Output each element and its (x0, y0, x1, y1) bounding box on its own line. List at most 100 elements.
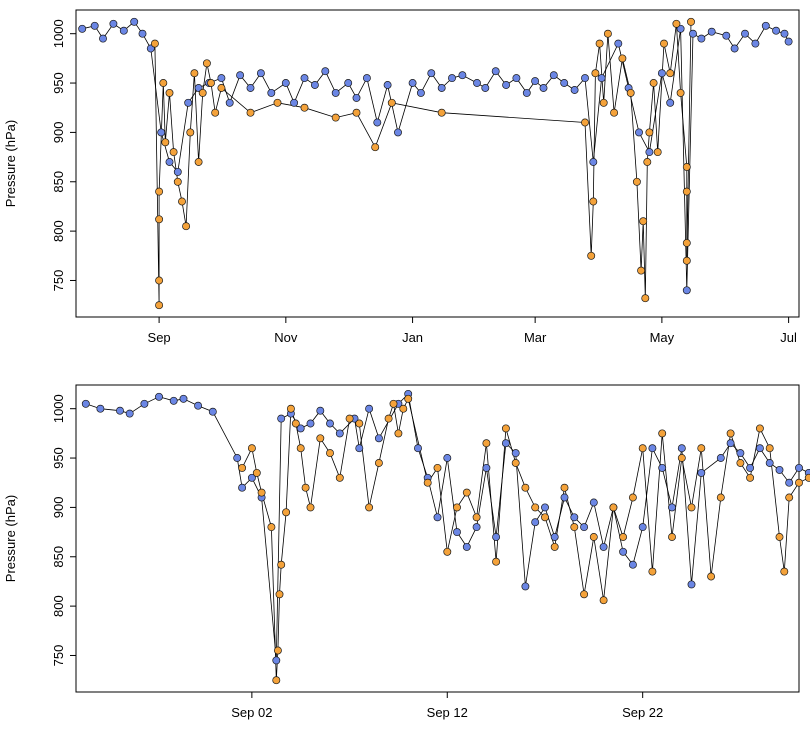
data-point (437, 84, 446, 92)
data-point (677, 444, 686, 453)
data-point (273, 98, 282, 107)
data-point (182, 222, 191, 231)
data-point (155, 187, 164, 196)
data-point (272, 676, 281, 685)
data-point (408, 79, 417, 87)
data-point (599, 98, 608, 107)
data-point (635, 128, 643, 137)
data-point (116, 406, 124, 415)
data-point (682, 187, 691, 196)
data-point (448, 74, 456, 83)
data-point (599, 542, 608, 551)
data-point (697, 468, 706, 477)
data-point (668, 533, 676, 541)
data-point (453, 503, 461, 512)
data-point (637, 266, 646, 275)
data-point (238, 483, 247, 492)
data-point (666, 69, 675, 78)
data-point (795, 463, 803, 472)
data-point (610, 108, 619, 117)
data-point (159, 79, 168, 87)
data-point (603, 29, 612, 38)
data-point (541, 513, 549, 522)
data-point (570, 86, 579, 94)
x-tick-label: Jul (780, 330, 797, 345)
data-point (597, 74, 606, 83)
data-point (746, 463, 755, 472)
data-point (677, 454, 686, 462)
data-point (252, 468, 261, 477)
data-point (626, 88, 635, 97)
data-point (125, 409, 134, 418)
data-point (657, 69, 666, 78)
x-tick-label: Mar (524, 330, 547, 345)
data-point (81, 399, 90, 408)
data-point (591, 69, 600, 78)
data-point (492, 557, 501, 566)
data-point (619, 547, 628, 556)
y-tick-label: 850 (51, 546, 66, 568)
data-point (155, 301, 164, 310)
data-point (736, 449, 745, 458)
data-point (165, 88, 174, 97)
data-point (355, 444, 364, 453)
data-point (414, 444, 422, 453)
data-point (387, 98, 396, 107)
data-point (687, 17, 695, 26)
data-point (716, 493, 725, 502)
data-point (301, 483, 310, 492)
data-point (609, 503, 618, 512)
chart-panel-2: 750 800 850 900 950 1000 Sep 02 Sep 12 Sep 22 Pre… (3, 384, 810, 720)
data-point (362, 74, 371, 83)
data-point (373, 118, 382, 127)
data-point (658, 429, 667, 438)
data-point (730, 44, 739, 53)
data-point (306, 419, 315, 428)
y-tick-label: 800 (51, 220, 66, 242)
data-point (355, 419, 364, 428)
data-point (726, 439, 735, 448)
data-point (150, 39, 159, 48)
data-point (165, 158, 174, 166)
data-point (140, 399, 149, 408)
data-point (344, 79, 353, 87)
data-point (682, 256, 691, 265)
data-point (306, 503, 315, 512)
series-line-2 (241, 397, 809, 681)
data-point (501, 439, 510, 448)
series-line-1 (85, 393, 809, 661)
data-point (648, 567, 657, 576)
data-point (511, 449, 520, 458)
data-point (458, 71, 467, 80)
data-point (273, 646, 282, 655)
data-point (383, 81, 392, 89)
data-point (628, 493, 637, 502)
data-point (589, 158, 598, 166)
data-point (352, 108, 361, 117)
data-point (772, 26, 781, 35)
data-point (296, 424, 305, 433)
data-point (374, 434, 383, 443)
data-point (281, 79, 290, 87)
data-point (352, 93, 361, 102)
data-point (321, 67, 330, 76)
data-point (462, 488, 471, 497)
data-point (257, 488, 266, 497)
data-point (560, 493, 569, 502)
data-point (531, 77, 540, 86)
data-point (658, 463, 667, 472)
data-point (645, 148, 654, 157)
data-point (804, 473, 810, 482)
y-tick-label: 1000 (51, 394, 66, 423)
data-point (775, 533, 784, 541)
data-point (501, 424, 510, 433)
data-point (648, 444, 657, 453)
series-line-2 (154, 21, 692, 306)
data-point (726, 429, 735, 438)
data-point (697, 444, 706, 453)
y-tick-label: 750 (51, 270, 66, 292)
data-point (618, 54, 627, 63)
data-point (614, 39, 623, 48)
x-tick-label: Sep 02 (231, 705, 272, 720)
data-point (785, 493, 794, 502)
